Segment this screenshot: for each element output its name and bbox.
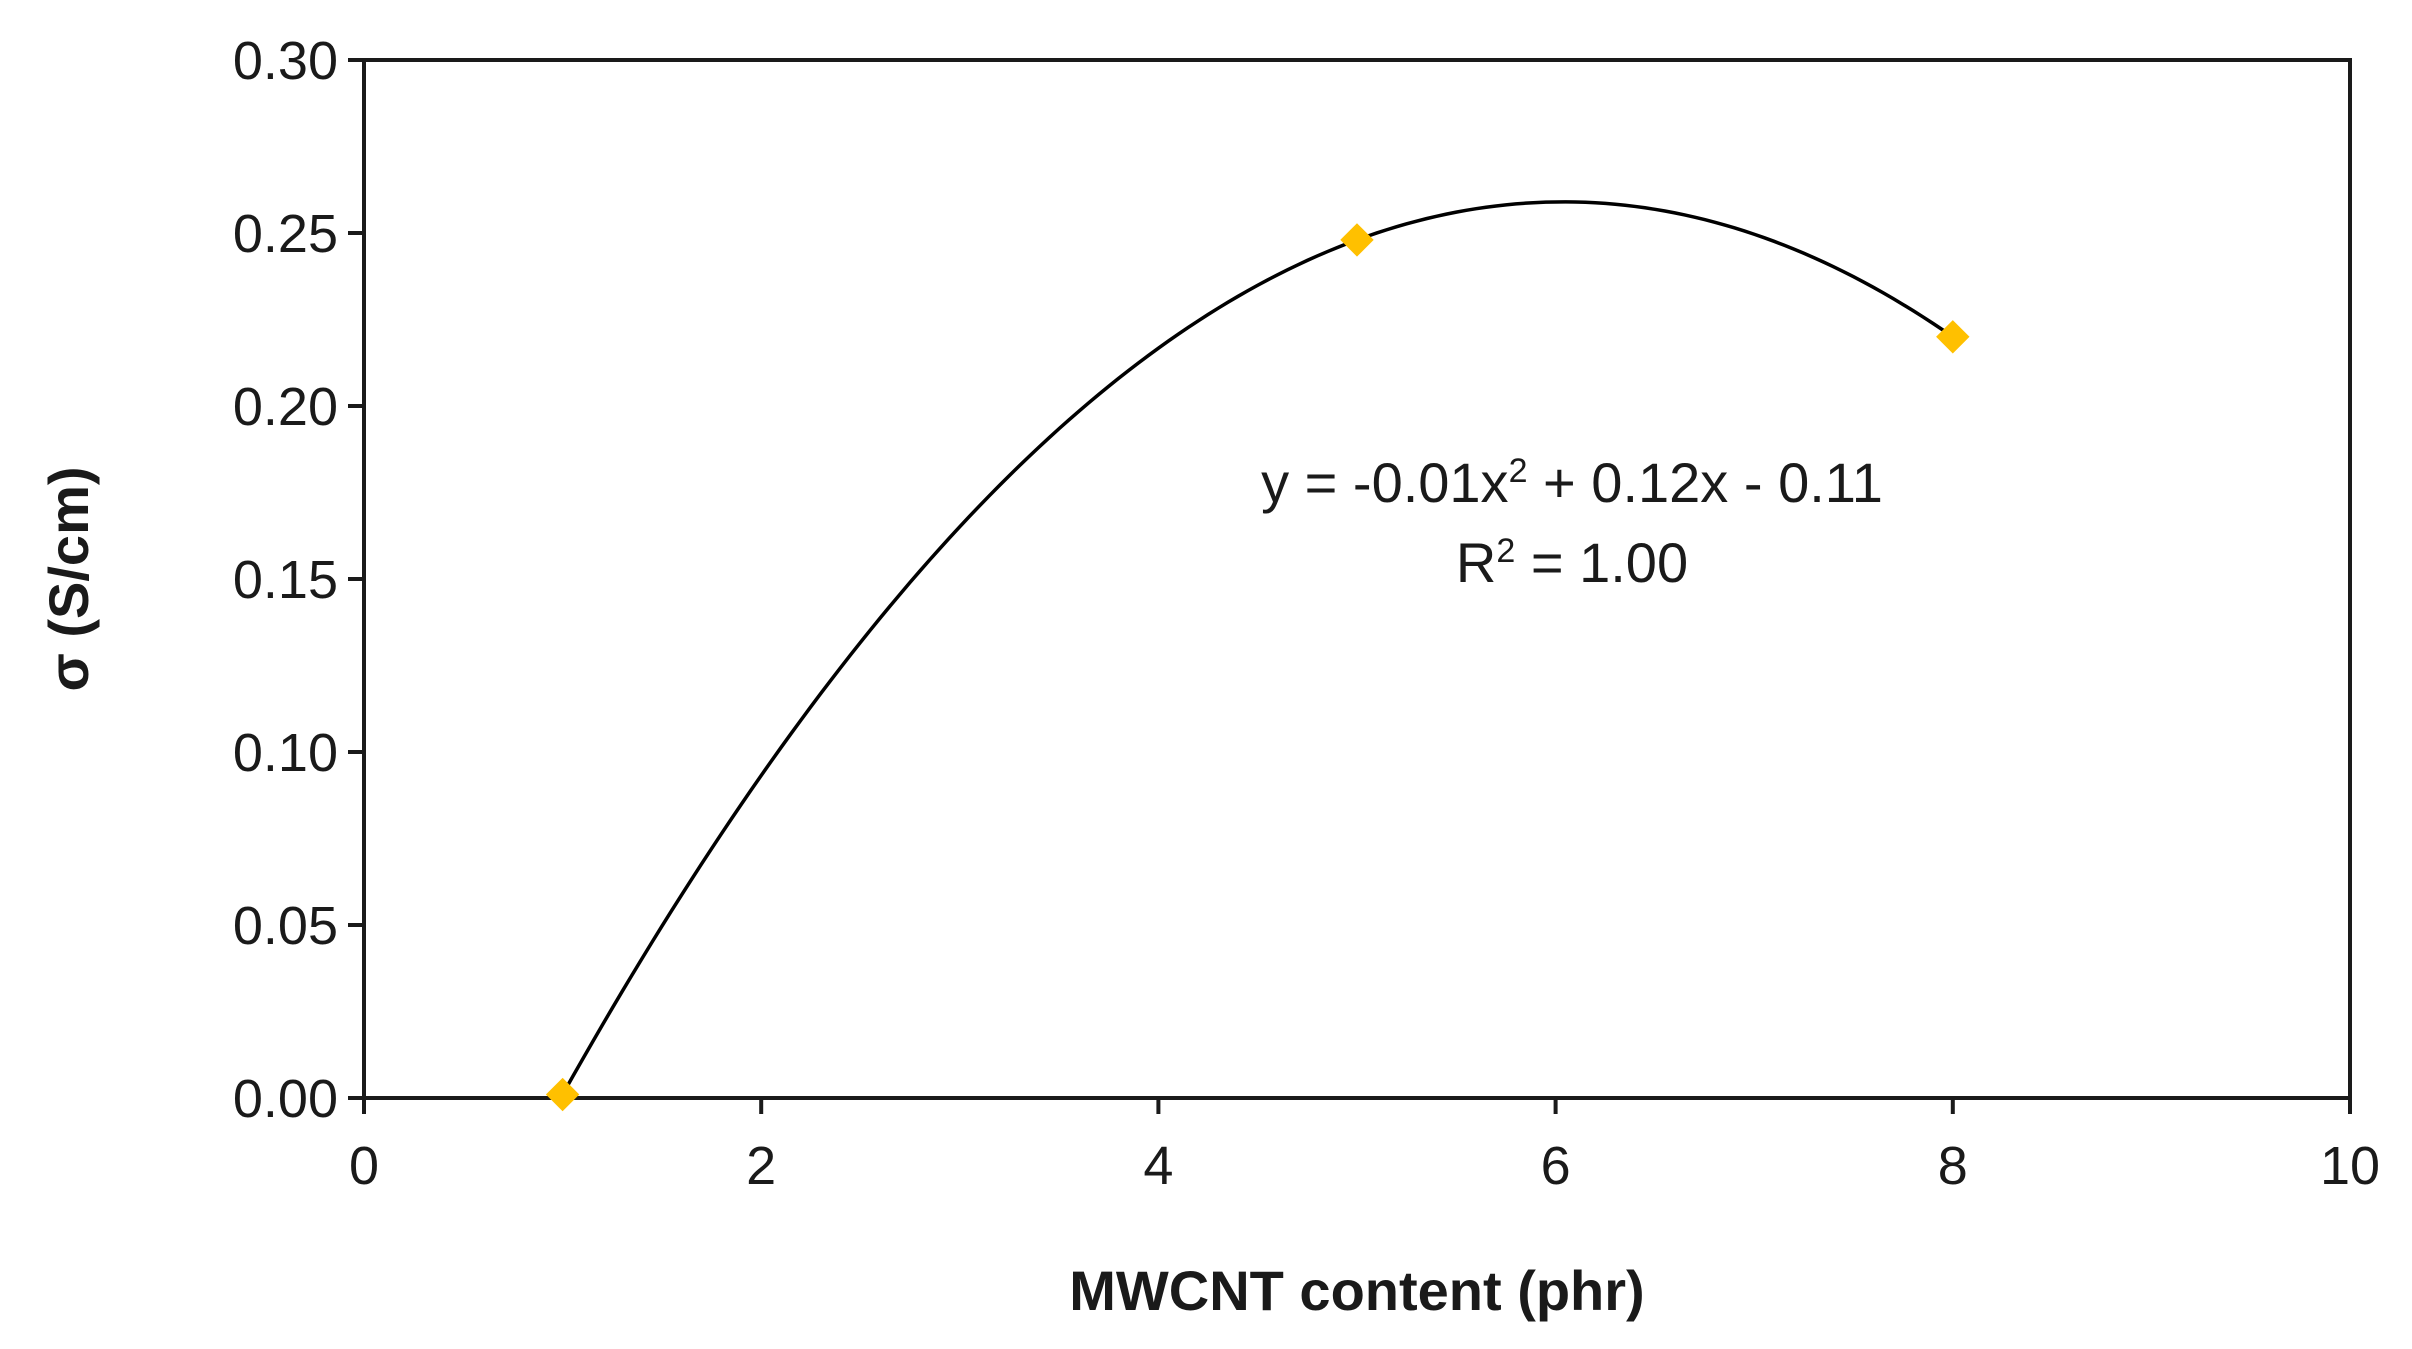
trendline — [561, 200, 1954, 1096]
x-tick-label: 6 — [1541, 1136, 1571, 1196]
y-axis-ticks: 0.00 0.05 0.10 0.15 0.20 0.25 0.30 — [233, 31, 364, 1129]
x-axis-ticks: 0 2 4 6 8 10 — [349, 1098, 2380, 1196]
y-tick-label: 0.10 — [233, 723, 338, 783]
x-tick-label: 4 — [1143, 1136, 1173, 1196]
x-tick-label: 0 — [349, 1136, 379, 1196]
data-point-marker — [1340, 223, 1374, 257]
x-tick-label: 8 — [1938, 1136, 1968, 1196]
y-tick-label: 0.30 — [233, 31, 338, 91]
y-tick-label: 0.15 — [233, 550, 338, 610]
x-tick-label: 10 — [2320, 1136, 2380, 1196]
data-point-marker — [1936, 320, 1970, 354]
y-axis-title: σ (S/cm) — [37, 466, 100, 691]
x-tick-label: 2 — [746, 1136, 776, 1196]
y-tick-label: 0.00 — [233, 1069, 338, 1129]
data-points — [545, 223, 1970, 1112]
y-tick-label: 0.20 — [233, 377, 338, 437]
trendline-equation: y = -0.01x2 + 0.12x - 0.11 — [1261, 451, 1883, 514]
y-tick-label: 0.25 — [233, 204, 338, 264]
data-point-marker — [545, 1077, 580, 1112]
r-squared-label: R2 = 1.00 — [1456, 531, 1688, 594]
x-axis-title: MWCNT content (phr) — [1069, 1259, 1644, 1322]
y-tick-label: 0.05 — [233, 896, 338, 956]
